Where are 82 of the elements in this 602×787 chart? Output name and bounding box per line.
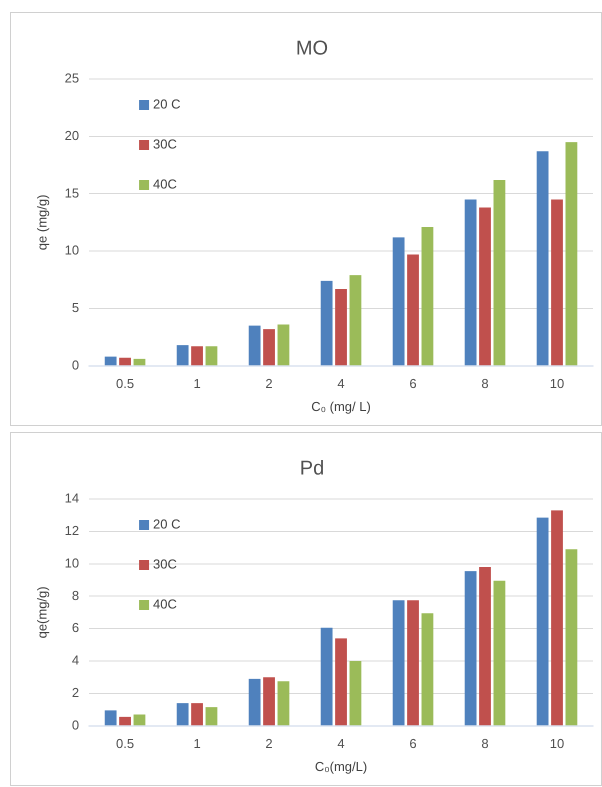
bar: [320, 628, 333, 726]
x-tick-label: 4: [337, 376, 345, 392]
legend-label: 40C: [153, 176, 177, 192]
bar: [176, 345, 189, 366]
y-tick-label: 8: [72, 588, 80, 603]
bar: [191, 346, 203, 366]
y-tick-label: 20: [64, 128, 80, 143]
bar: [206, 346, 218, 366]
bar: [392, 600, 405, 726]
bar: [392, 237, 405, 366]
chart-title: Pd: [300, 458, 324, 480]
bar: [464, 199, 477, 366]
x-tick-label: 8: [481, 736, 489, 752]
bar: [464, 571, 477, 726]
y-tick-label: 25: [64, 70, 80, 86]
x-tick-label: 6: [409, 736, 417, 752]
bar: [422, 613, 434, 726]
y-axis-title: qe (mg/g): [34, 194, 50, 250]
x-tick-label: 10: [550, 736, 564, 752]
x-tick-label: 2: [265, 376, 273, 392]
legend-label: 40C: [153, 596, 177, 612]
bar: [407, 254, 419, 366]
bar: [350, 661, 362, 726]
y-tick-label: 0: [72, 357, 80, 372]
bar: [335, 288, 347, 366]
bar: [104, 356, 117, 366]
chart-title: MO: [296, 38, 328, 60]
x-tick-label: 1: [193, 736, 201, 752]
bar: [536, 518, 549, 726]
y-tick-label: 10: [64, 242, 80, 258]
bar: [422, 226, 434, 366]
bar: [479, 567, 491, 726]
bar: [206, 707, 218, 726]
x-tick-label: 4: [337, 736, 345, 752]
bar: [191, 703, 203, 726]
y-tick-label: 10: [64, 555, 80, 570]
legend-label: 30C: [153, 136, 177, 152]
x-tick-label: 0.5: [116, 736, 134, 752]
bar: [407, 600, 419, 726]
y-tick-label: 14: [64, 490, 80, 506]
bar: [248, 678, 261, 726]
bar: [104, 710, 117, 726]
bar: [350, 275, 362, 366]
x-tick-label: 10: [550, 376, 564, 392]
y-tick-label: 4: [72, 652, 80, 668]
x-axis-title: C₀(mg/L): [314, 758, 368, 774]
y-tick-label: 0: [72, 717, 80, 732]
bar: [551, 510, 563, 726]
x-tick-label: 6: [409, 376, 417, 392]
legend-label: 20 C: [153, 516, 181, 532]
bar: [119, 358, 131, 366]
x-tick-label: 1: [193, 376, 201, 392]
bar: [263, 329, 275, 366]
bar: [263, 677, 275, 726]
bar: [278, 324, 290, 366]
y-tick-label: 6: [72, 620, 80, 636]
bar: [551, 199, 563, 366]
y-tick-label: 15: [64, 185, 80, 200]
x-tick-label: 2: [265, 736, 273, 752]
bar: [320, 280, 333, 366]
bar: [176, 703, 189, 726]
y-axis-title: qe(mg/g): [34, 586, 50, 638]
bar: [248, 326, 261, 366]
x-axis-title: C₀ (mg/ L): [311, 398, 371, 414]
bar: [566, 549, 578, 726]
bar: [278, 681, 290, 726]
x-tick-label: 0.5: [116, 376, 134, 392]
bar: [494, 180, 506, 366]
legend-label: 20 C: [153, 96, 181, 112]
bar: [566, 142, 578, 366]
bar: [119, 716, 131, 726]
y-tick-label: 2: [72, 684, 80, 700]
legend-label: 30C: [153, 556, 177, 572]
bar: [335, 638, 347, 726]
y-tick-label: 12: [64, 522, 80, 538]
x-tick-label: 8: [481, 376, 489, 392]
y-tick-label: 5: [72, 300, 80, 316]
bar: [536, 151, 549, 366]
bar: [479, 207, 491, 366]
bar: [134, 714, 146, 726]
bar: [134, 358, 146, 366]
bar: [494, 580, 506, 726]
